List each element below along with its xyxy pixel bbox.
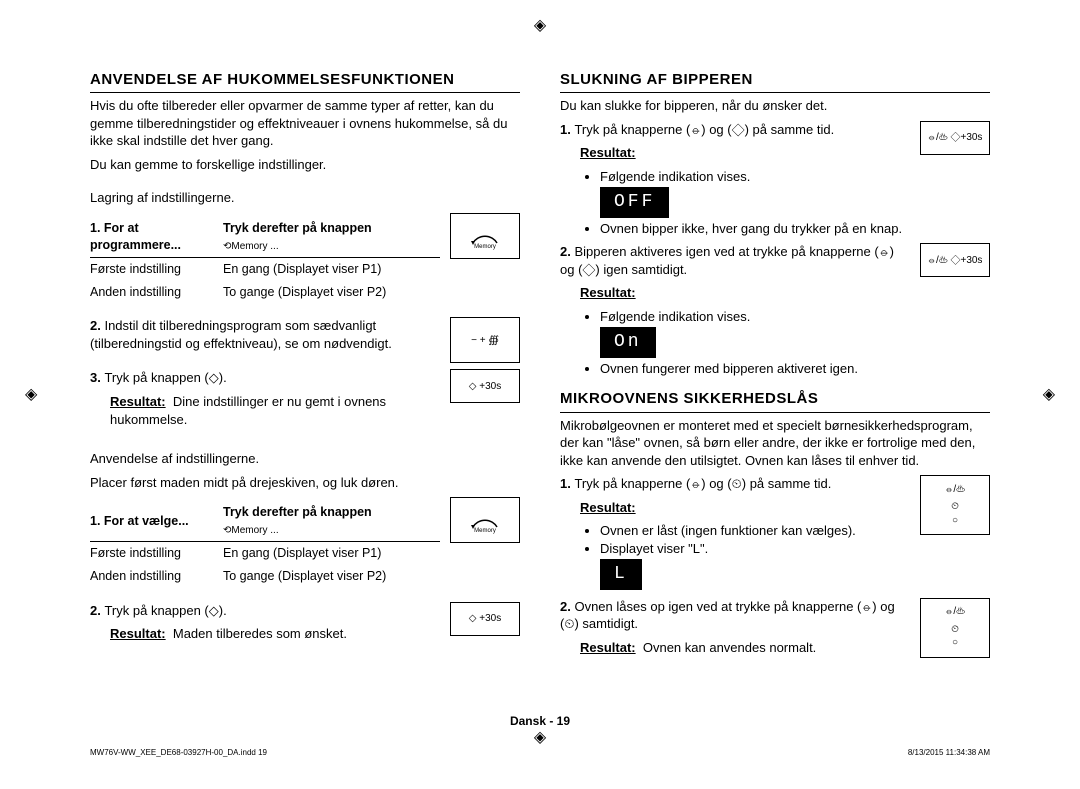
using-intro: Placer først maden midt på drejeskiven, … bbox=[90, 474, 520, 492]
display-l: L bbox=[600, 559, 642, 589]
footer-sep: - bbox=[546, 714, 557, 728]
beeper-intro: Du kan slukke for bipperen, når du ønske… bbox=[560, 97, 990, 115]
right-column: SLUKNING AF BIPPEREN Du kan slukke for b… bbox=[560, 70, 990, 668]
t2-r2c2: To gange (Displayet viser P2) bbox=[223, 565, 440, 588]
t1-h2: Tryk derefter på knappen bbox=[223, 221, 372, 235]
start-30s-icon-2: ◇ +30s bbox=[450, 602, 520, 636]
memory-intro-2: Du kan gemme to forskellige indstillinge… bbox=[90, 156, 520, 174]
l-step1: Tryk på knapperne (⦵) og (⏲) på samme ti… bbox=[574, 476, 831, 491]
b2-bul2: Ovnen fungerer med bipperen aktiveret ig… bbox=[600, 360, 910, 378]
t1-r1c1: Første indstilling bbox=[90, 257, 223, 280]
l-step2: Ovnen låses op igen ved at trykke på kna… bbox=[560, 599, 895, 632]
memory-intro-1: Hvis du ofte tilbereder eller opvarmer d… bbox=[90, 97, 520, 150]
storing-title: Lagring af indstillingerne. bbox=[90, 183, 520, 207]
b-res-label-2: Resultat: bbox=[580, 285, 636, 300]
b-bul1: Følgende indikation vises. bbox=[600, 168, 910, 186]
lock-icon-1: ⦵/♨⏲○ bbox=[920, 475, 990, 535]
t2-r1c1: Første indstilling bbox=[90, 541, 223, 564]
t2-h2-icon: ⟲Memory ... bbox=[223, 525, 279, 536]
program-table: 1. For at programmere... Tryk derefter p… bbox=[90, 217, 440, 304]
l-step2-res: Ovnen kan anvendes normalt. bbox=[643, 640, 816, 655]
u-step2-text: Tryk på knappen (◇). bbox=[104, 603, 226, 618]
step3-text: Tryk på knappen (◇). bbox=[104, 370, 226, 385]
b-step1: Tryk på knapperne (⦵) og (◇) på samme ti… bbox=[574, 122, 834, 137]
display-on: On bbox=[600, 327, 656, 357]
svg-text:Memory: Memory bbox=[474, 244, 496, 250]
display-off: OFF bbox=[600, 187, 669, 217]
b-step2: Bipperen aktiveres igen ved at trykke på… bbox=[560, 244, 894, 277]
registration-mark-bottom: ◈ bbox=[534, 727, 546, 749]
start-30s-icon-1: ◇ +30s bbox=[450, 369, 520, 403]
registration-mark-top: ◈ bbox=[534, 15, 546, 37]
t1-r2c1: Anden indstilling bbox=[90, 281, 223, 304]
u-step2-res: Maden tilberedes som ønsket. bbox=[173, 626, 347, 641]
resultat-label-1: Resultat: bbox=[110, 394, 166, 409]
plus-minus-icon: − + ∰ bbox=[450, 317, 520, 363]
page-columns: ANVENDELSE AF HUKOMMELSESFUNKTIONEN Hvis… bbox=[90, 70, 990, 668]
heading-beeper: SLUKNING AF BIPPEREN bbox=[560, 70, 990, 93]
t2-r2c1: Anden indstilling bbox=[90, 565, 223, 588]
left-column: ANVENDELSE AF HUKOMMELSESFUNKTIONEN Hvis… bbox=[90, 70, 520, 668]
l-res-label-2: Resultat: bbox=[580, 640, 636, 655]
t1-h1: For at programmere... bbox=[90, 221, 181, 252]
step2-text: Indstil dit tilberedningsprogram som sæd… bbox=[90, 318, 392, 351]
b2-bul1: Følgende indikation vises. bbox=[600, 308, 910, 326]
page-footer: Dansk - 19 bbox=[510, 713, 570, 729]
registration-mark-right: ◈ bbox=[1043, 384, 1055, 406]
svg-text:Memory: Memory bbox=[474, 528, 496, 534]
resultat-label-2: Resultat: bbox=[110, 626, 166, 641]
heading-memory: ANVENDELSE AF HUKOMMELSESFUNKTIONEN bbox=[90, 70, 520, 93]
using-title: Anvendelse af indstillingerne. bbox=[90, 444, 520, 468]
footer-page: 19 bbox=[557, 714, 570, 728]
t1-h2-icon: ⟲Memory ... bbox=[223, 241, 279, 252]
footer-timestamp: 8/13/2015 11:34:38 AM bbox=[908, 748, 990, 759]
l-bul1: Ovnen er låst (ingen funktioner kan vælg… bbox=[600, 522, 910, 540]
l-bul2: Displayet viser "L". bbox=[600, 540, 910, 558]
heading-lock: MIKROOVNENS SIKKERHEDSLÅS bbox=[560, 389, 990, 412]
registration-mark-left: ◈ bbox=[25, 384, 37, 406]
beeper-icon-1: ⦵/♨ ◇+30s bbox=[920, 121, 990, 155]
b-bul2: Ovnen bipper ikke, hver gang du trykker … bbox=[600, 220, 910, 238]
memory-icon-2: Memory bbox=[450, 497, 520, 543]
beeper-icon-2: ⦵/♨ ◇+30s bbox=[920, 243, 990, 277]
select-table: 1. For at vælge... Tryk derefter på knap… bbox=[90, 501, 440, 588]
memory-icon: Memory bbox=[450, 213, 520, 259]
lock-intro: Mikrobølgeovnen er monteret med et speci… bbox=[560, 417, 990, 470]
t2-r1c2: En gang (Displayet viser P1) bbox=[223, 541, 440, 564]
l-res-label-1: Resultat: bbox=[580, 500, 636, 515]
t1-r1c2: En gang (Displayet viser P1) bbox=[223, 257, 440, 280]
t2-h1: For at vælge... bbox=[104, 514, 189, 528]
t1-r2c2: To gange (Displayet viser P2) bbox=[223, 281, 440, 304]
t2-h2: Tryk derefter på knappen bbox=[223, 505, 372, 519]
footer-filename: MW76V-WW_XEE_DE68-03927H-00_DA.indd 19 bbox=[90, 748, 267, 759]
lock-icon-2: ⦵/♨⏲○ bbox=[920, 598, 990, 658]
b-res-label-1: Resultat: bbox=[580, 145, 636, 160]
footer-lang: Dansk bbox=[510, 714, 546, 728]
